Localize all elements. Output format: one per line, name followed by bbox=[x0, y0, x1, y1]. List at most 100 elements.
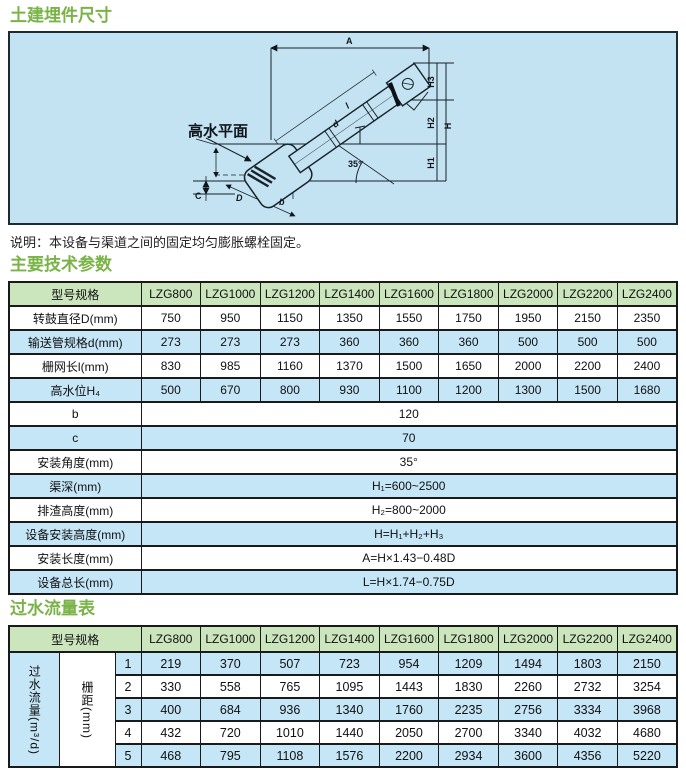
flow-header-model: LZG1000 bbox=[200, 625, 261, 653]
params-value: 2150 bbox=[557, 305, 618, 331]
params-row-label: 高水位H₄ bbox=[8, 377, 142, 403]
dim-label-H: H bbox=[443, 123, 453, 130]
params-merged-value: 70 bbox=[140, 425, 678, 451]
params-value: 1150 bbox=[259, 305, 321, 331]
flow-value: 1010 bbox=[259, 720, 321, 745]
params-value: 1680 bbox=[616, 377, 678, 403]
params-value: 985 bbox=[200, 353, 261, 379]
params-row-label: 设备安装高度(mm) bbox=[8, 521, 142, 547]
flow-value: 2732 bbox=[557, 674, 618, 699]
params-header-model: LZG1800 bbox=[438, 281, 499, 307]
angle-label: 35° bbox=[348, 159, 362, 169]
flow-value: 1095 bbox=[319, 674, 380, 699]
flow-value: 2235 bbox=[438, 697, 499, 722]
params-header-model: LZG800 bbox=[140, 281, 202, 307]
flow-value: 1440 bbox=[319, 720, 380, 745]
flow-value: 1576 bbox=[319, 743, 380, 768]
flow-value: 1760 bbox=[378, 697, 440, 722]
params-value: 1370 bbox=[319, 353, 380, 379]
params-value: 1950 bbox=[497, 305, 559, 331]
params-value: 500 bbox=[616, 329, 678, 355]
flow-value: 4032 bbox=[557, 720, 618, 745]
params-value: 1100 bbox=[378, 377, 440, 403]
params-header-model: LZG1400 bbox=[319, 281, 380, 307]
params-value: 1350 bbox=[319, 305, 380, 331]
flow-value: 4356 bbox=[557, 743, 618, 768]
flow-header-model: LZG1400 bbox=[319, 625, 380, 653]
params-merged-value: L=H×1.74−0.75D bbox=[140, 569, 678, 595]
params-row-label: b bbox=[8, 401, 142, 427]
params-value: 1160 bbox=[259, 353, 321, 379]
params-value: 1750 bbox=[438, 305, 499, 331]
flow-group-label: 过水流量(m³/d) bbox=[8, 651, 60, 768]
flow-value: 2150 bbox=[616, 651, 678, 676]
flow-value: 765 bbox=[259, 674, 321, 699]
flow-row-number: 3 bbox=[114, 697, 142, 722]
water-surface-label: 高水平面 bbox=[188, 122, 248, 140]
params-header-model: LZG2400 bbox=[616, 281, 678, 307]
params-row-label: 设备总长(mm) bbox=[8, 569, 142, 595]
params-value: 950 bbox=[200, 305, 261, 331]
flow-value: 2934 bbox=[438, 743, 499, 768]
params-value: 1500 bbox=[557, 377, 618, 403]
dim-label-l: l bbox=[343, 101, 351, 111]
params-merged-value: H₁=600~2500 bbox=[140, 473, 678, 499]
params-value: 273 bbox=[259, 329, 321, 355]
flow-value: 1209 bbox=[438, 651, 499, 676]
section-title-civil-dimensions: 土建埋件尺寸 bbox=[10, 6, 112, 25]
params-merged-value: H=H₁+H₂+H₃ bbox=[140, 521, 678, 547]
params-value: 2350 bbox=[616, 305, 678, 331]
flow-value: 795 bbox=[200, 743, 261, 768]
params-value: 273 bbox=[140, 329, 202, 355]
flow-value: 468 bbox=[140, 743, 202, 768]
flow-value: 432 bbox=[140, 720, 202, 745]
params-value: 830 bbox=[140, 353, 202, 379]
flow-value: 370 bbox=[200, 651, 261, 676]
params-value: 1200 bbox=[438, 377, 499, 403]
params-value: 500 bbox=[497, 329, 559, 355]
params-row-label: 安装角度(mm) bbox=[8, 449, 142, 475]
flow-row-number: 2 bbox=[114, 674, 142, 699]
params-row-label: 输送管规格d(mm) bbox=[8, 329, 142, 355]
flow-value: 1340 bbox=[319, 697, 380, 722]
dim-label-A: A bbox=[346, 36, 353, 46]
section-title-flow-table: 过水流量表 bbox=[10, 599, 95, 618]
params-value: 2200 bbox=[557, 353, 618, 379]
flow-header-model: LZG1200 bbox=[259, 625, 321, 653]
params-value: 273 bbox=[200, 329, 261, 355]
flow-subgroup-label-text: 栅距(mm) bbox=[80, 680, 94, 739]
params-row-label: c bbox=[8, 425, 142, 451]
dim-label-H3: H3 bbox=[426, 76, 436, 88]
flow-value: 1443 bbox=[378, 674, 440, 699]
flow-header-model-spec: 型号规格 bbox=[8, 625, 142, 653]
flow-value: 3968 bbox=[616, 697, 678, 722]
params-value: 670 bbox=[200, 377, 261, 403]
params-value: 1550 bbox=[378, 305, 440, 331]
flow-header-model: LZG2400 bbox=[616, 625, 678, 653]
params-value: 1500 bbox=[378, 353, 440, 379]
params-row-label: 栅网长l(mm) bbox=[8, 353, 142, 379]
params-header-model-spec: 型号规格 bbox=[8, 281, 142, 307]
flow-value: 1803 bbox=[557, 651, 618, 676]
params-row-label: 转鼓直径D(mm) bbox=[8, 305, 142, 331]
flow-header-model: LZG2200 bbox=[557, 625, 618, 653]
params-header-model: LZG2000 bbox=[497, 281, 559, 307]
flow-value: 2260 bbox=[497, 674, 559, 699]
params-header-model: LZG1000 bbox=[200, 281, 261, 307]
flow-value: 3334 bbox=[557, 697, 618, 722]
flow-value: 720 bbox=[200, 720, 261, 745]
flow-value: 2700 bbox=[438, 720, 499, 745]
params-value: 360 bbox=[319, 329, 380, 355]
params-row-label: 渠深(mm) bbox=[8, 473, 142, 499]
flow-subgroup-label: 栅距(mm) bbox=[58, 651, 116, 768]
dim-label-H1: H1 bbox=[426, 157, 436, 169]
params-value: 2000 bbox=[497, 353, 559, 379]
flow-value: 684 bbox=[200, 697, 261, 722]
params-value: 750 bbox=[140, 305, 202, 331]
params-value: 800 bbox=[259, 377, 321, 403]
main-parameters-table: 型号规格 LZG800 LZG1000 LZG1200 LZG1400 LZG1600 LZ… bbox=[8, 281, 678, 595]
params-row-label: 安装长度(mm) bbox=[8, 545, 142, 571]
flow-row-number: 4 bbox=[114, 720, 142, 745]
water-flow-table: 型号规格 LZG800 LZG1000 LZG1200 LZG1400 LZG1600 LZ… bbox=[8, 625, 678, 768]
